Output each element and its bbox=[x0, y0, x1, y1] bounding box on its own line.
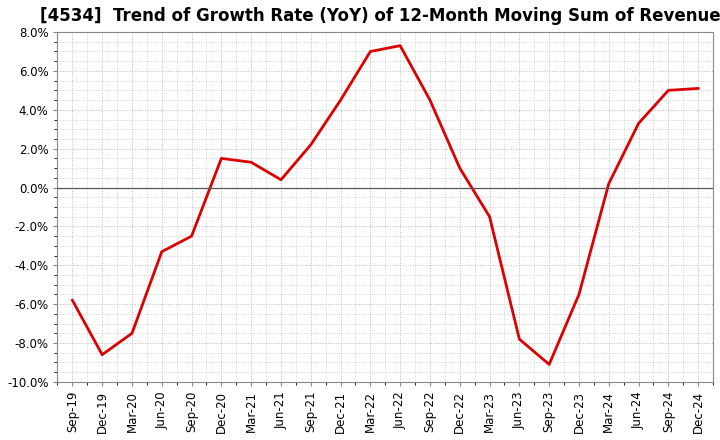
Title: [4534]  Trend of Growth Rate (YoY) of 12-Month Moving Sum of Revenues: [4534] Trend of Growth Rate (YoY) of 12-… bbox=[40, 7, 720, 25]
